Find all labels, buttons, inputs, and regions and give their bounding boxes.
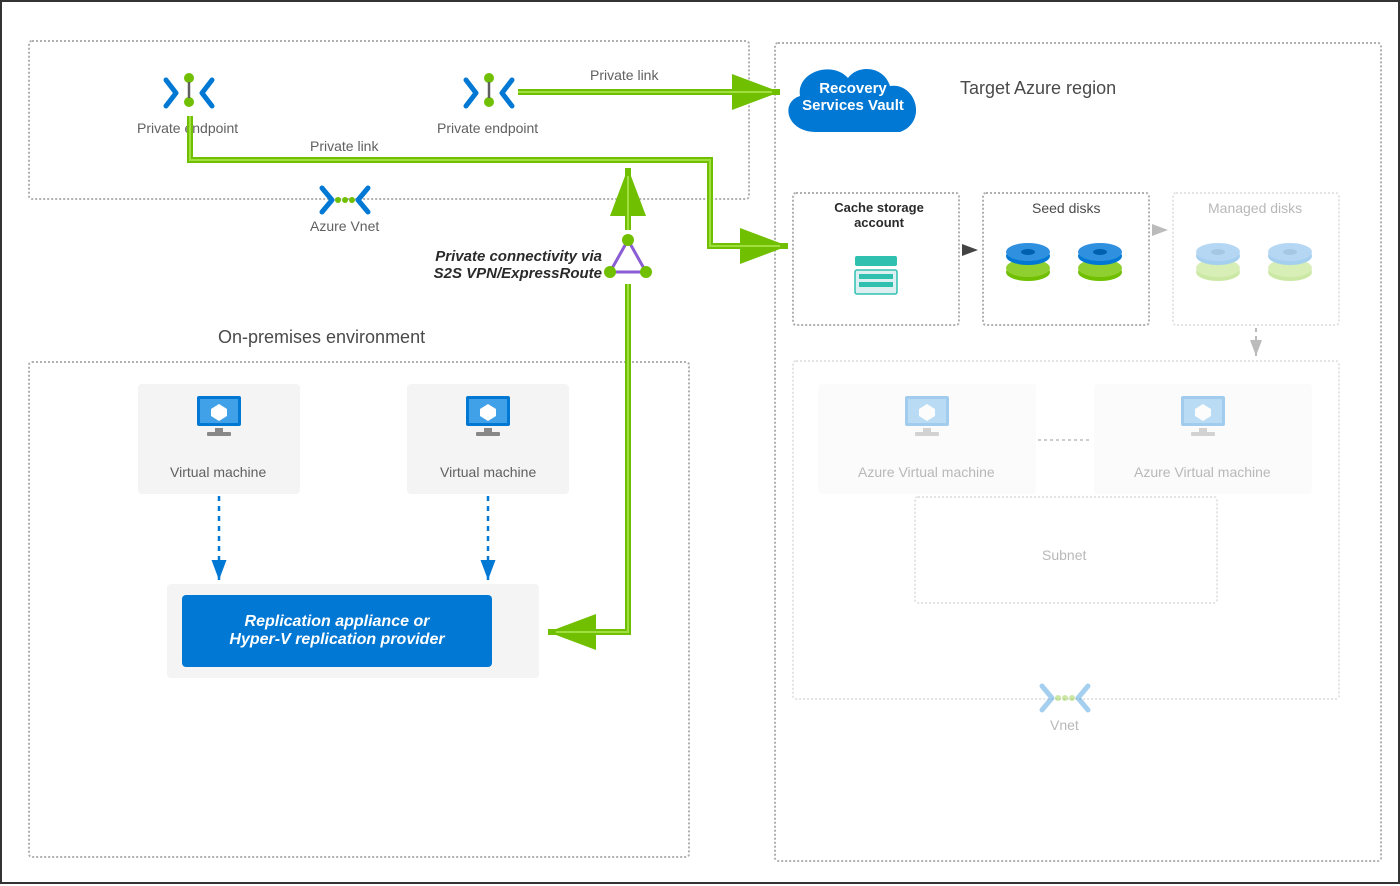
- private-endpoint-icon-2: [462, 72, 516, 114]
- vm-onprem-2-label: Virtual machine: [440, 464, 536, 480]
- seed-disk-icon-2: [1072, 238, 1128, 286]
- target-vnet-label: Vnet: [1050, 717, 1079, 733]
- azure-vm-2-icon: [1179, 394, 1227, 438]
- connectivity-label-1: Private connectivity via: [435, 248, 602, 265]
- azure-vm-1-label: Azure Virtual machine: [858, 464, 995, 480]
- private-endpoint-icon-1: [162, 72, 216, 114]
- seed-disk-icon-1: [1000, 238, 1056, 286]
- connectivity-label: Private connectivity via S2S VPN/Express…: [392, 248, 602, 282]
- azure-vnet-label: Azure Vnet: [310, 218, 379, 234]
- azure-vm-1-icon: [903, 394, 951, 438]
- on-prem-title: On-premises environment: [218, 327, 425, 348]
- private-link-1-label: Private link: [590, 67, 658, 83]
- managed-disks-label: Managed disks: [1208, 200, 1302, 216]
- replication-inner: Replication appliance or Hyper-V replica…: [182, 595, 492, 667]
- connectivity-label-2: S2S VPN/ExpressRoute: [434, 265, 602, 282]
- vm-onprem-1-label: Virtual machine: [170, 464, 266, 480]
- target-title: Target Azure region: [960, 78, 1116, 99]
- cache-storage-line2: account: [854, 215, 904, 230]
- recovery-vault-line2: Services Vault: [802, 97, 904, 114]
- replication-line2: Hyper-V replication provider: [229, 631, 444, 648]
- private-endpoint-2-label: Private endpoint: [437, 120, 538, 136]
- recovery-vault-line1: Recovery: [819, 80, 887, 97]
- private-link-2-label: Private link: [310, 138, 378, 154]
- vm-onprem-1-icon: [195, 394, 243, 438]
- recovery-vault-text: Recovery Services Vault: [798, 80, 908, 114]
- managed-disk-icon-2: [1262, 238, 1318, 286]
- subnet-label: Subnet: [1042, 547, 1086, 563]
- gateway-icon: [602, 234, 654, 282]
- managed-disk-icon-1: [1190, 238, 1246, 286]
- storage-account-icon: [851, 250, 901, 298]
- azure-vm-2-label: Azure Virtual machine: [1134, 464, 1271, 480]
- cache-storage-line1: Cache storage: [834, 200, 924, 215]
- cache-storage-label: Cache storage account: [834, 200, 924, 230]
- replication-line1: Replication appliance or: [245, 613, 430, 630]
- azure-vnet-icon: [318, 184, 372, 216]
- seed-disks-label: Seed disks: [1032, 200, 1100, 216]
- private-endpoint-1-label: Private endpoint: [137, 120, 238, 136]
- vm-onprem-2-icon: [464, 394, 512, 438]
- target-vnet-icon: [1038, 682, 1092, 714]
